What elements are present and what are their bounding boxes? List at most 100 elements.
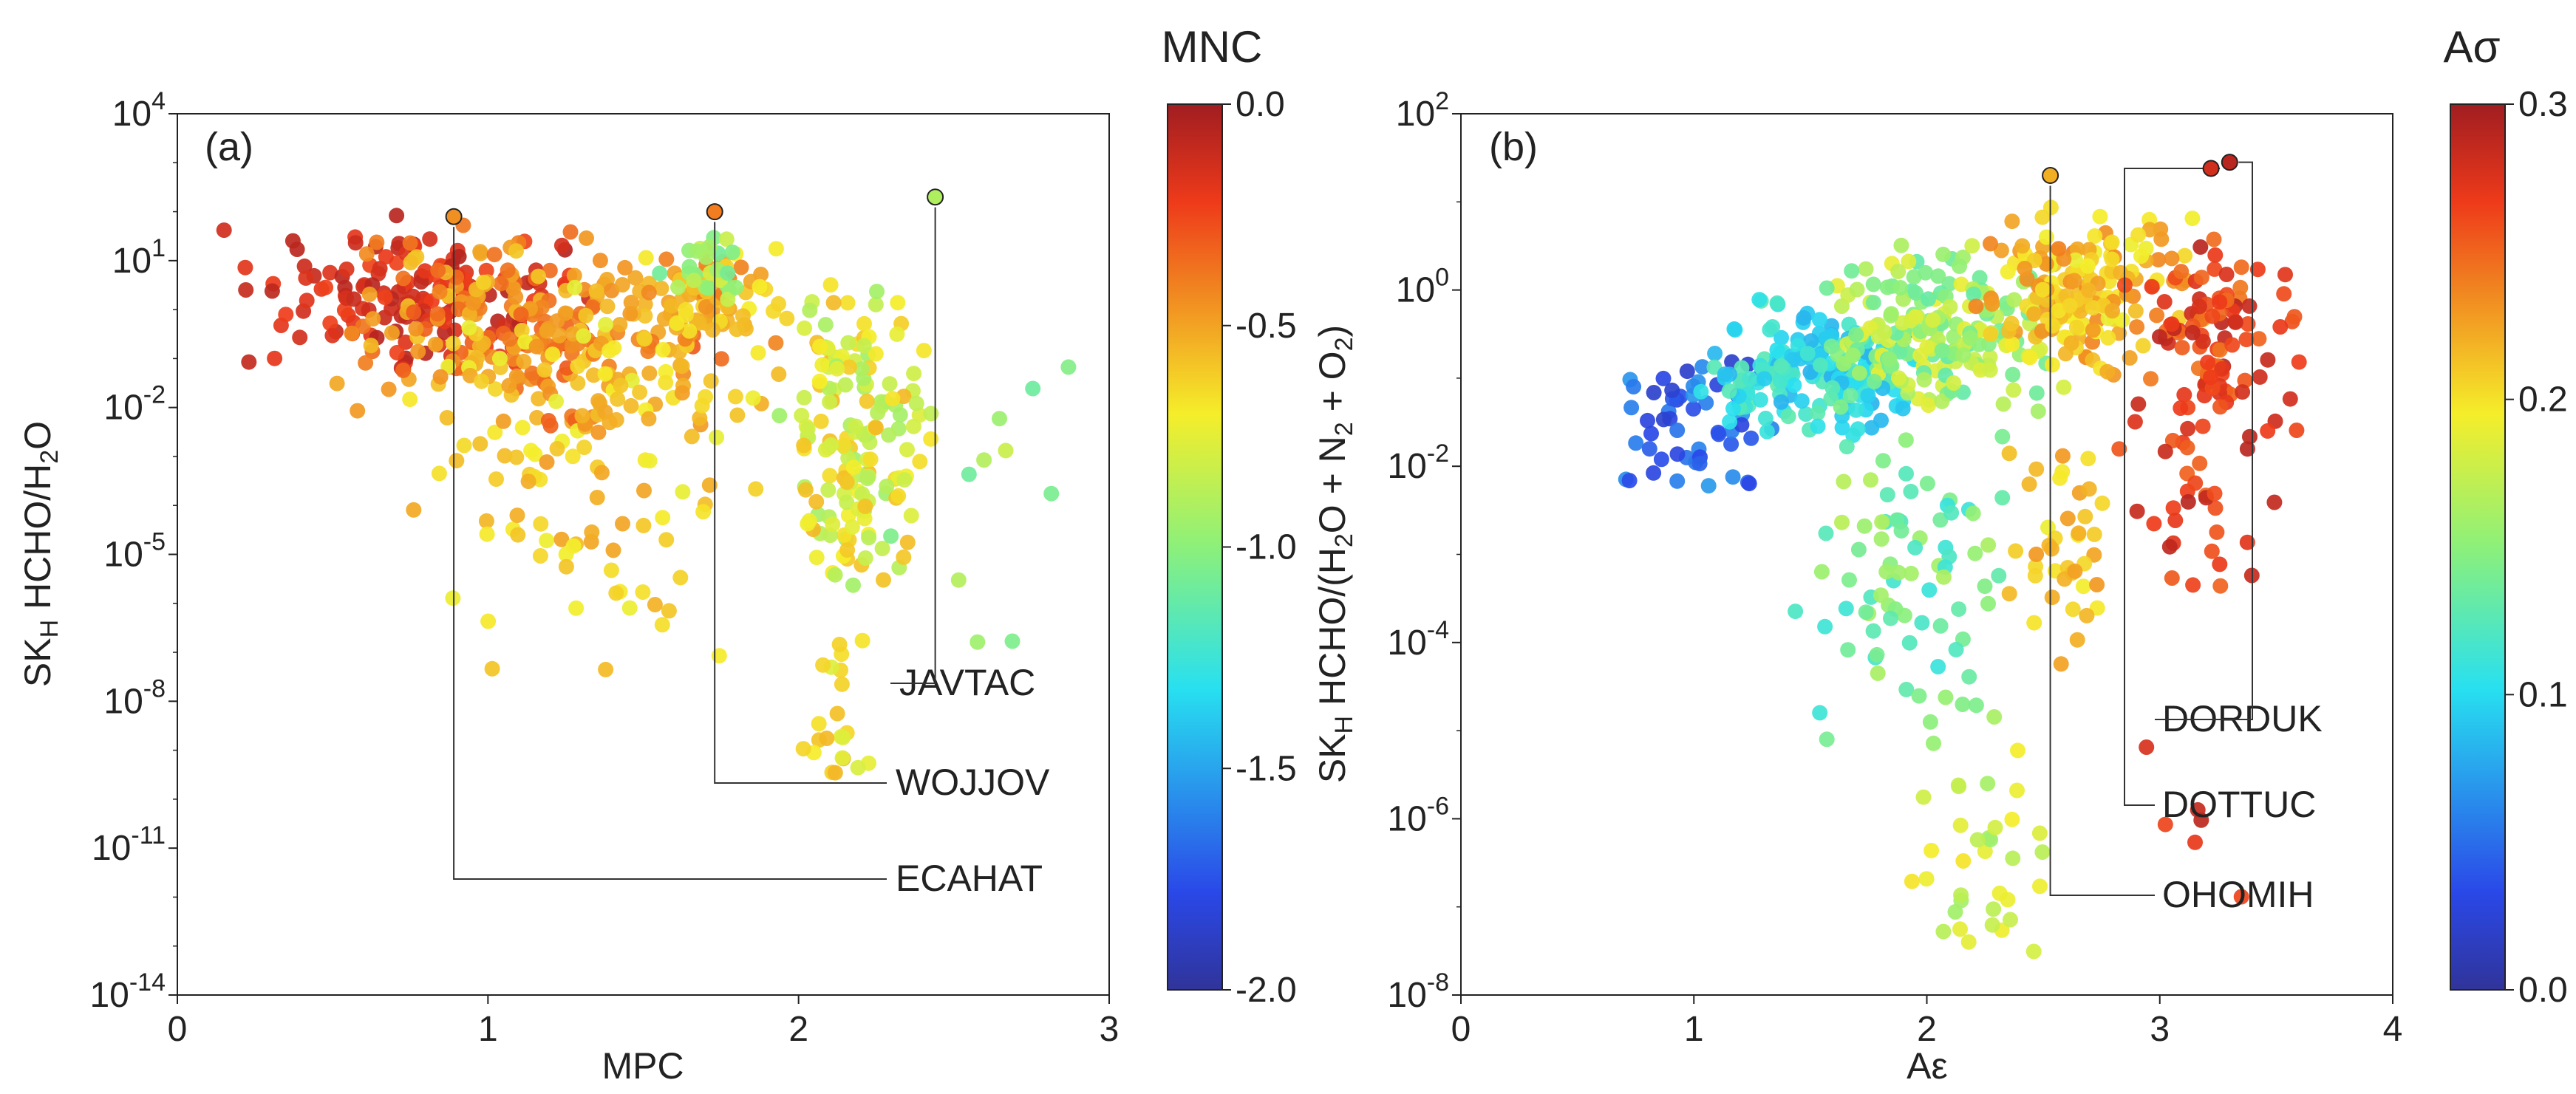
scatter-point <box>2212 294 2228 310</box>
scatter-point <box>692 410 708 426</box>
scatter-point <box>1915 789 1932 805</box>
scatter-point <box>844 519 860 536</box>
scatter-point <box>1883 610 1898 626</box>
scatter-point <box>839 474 855 490</box>
annotation-leader-line <box>2124 167 2221 806</box>
scatter-point <box>1983 236 1998 252</box>
scatter-point <box>729 321 745 338</box>
scatter-point <box>2161 539 2178 555</box>
scatter-point <box>1901 253 1917 270</box>
scatter-point <box>870 405 886 421</box>
scatter-point <box>299 293 315 309</box>
scatter-point <box>1060 359 1077 375</box>
scatter-point <box>2010 742 2025 759</box>
scatter-point <box>539 454 555 470</box>
scatter-point <box>695 504 712 520</box>
scatter-point <box>1834 514 1850 530</box>
scatter-point <box>825 516 841 533</box>
scatter-point <box>1946 375 1962 391</box>
scatter-point <box>1960 934 1977 950</box>
scatter-point <box>825 295 842 311</box>
y-tick-label: 10-14 <box>89 968 166 1015</box>
scatter-point <box>674 358 690 375</box>
scatter-point <box>1741 476 1757 492</box>
scatter-point <box>1932 618 1949 634</box>
scatter-point <box>1726 321 1742 337</box>
scatter-point <box>478 513 494 529</box>
scatter-point <box>289 242 305 257</box>
panel-b-colorbar: 0.3 0.2 0.1 0.0 Aσ <box>2443 22 2567 1010</box>
scatter-point <box>445 590 461 606</box>
scatter-point <box>837 377 853 393</box>
scatter-point <box>408 321 424 337</box>
scatter-point <box>839 542 856 558</box>
scatter-point <box>2251 331 2267 347</box>
scatter-point <box>827 567 843 583</box>
scatter-point <box>1819 731 1835 748</box>
scatter-point <box>432 369 449 385</box>
scatter-point <box>1839 439 1855 455</box>
scatter-point <box>563 338 579 354</box>
scatter-point <box>1796 310 1812 326</box>
scatter-point <box>703 373 719 389</box>
scatter-point <box>2260 352 2276 368</box>
scatter-point <box>1893 523 1909 539</box>
scatter-point <box>2031 825 2048 841</box>
scatter-point <box>2038 229 2054 245</box>
scatter-point <box>1907 539 1924 555</box>
scatter-point <box>2028 546 2045 562</box>
scatter-point <box>422 231 438 247</box>
x-tick-label: 1 <box>478 1010 498 1049</box>
scatter-point <box>2079 607 2095 623</box>
scatter-point <box>1646 385 1662 400</box>
scatter-point <box>1953 887 1969 903</box>
scatter-point <box>524 365 540 381</box>
scatter-point <box>2157 816 2173 833</box>
scatter-point <box>1983 326 1999 342</box>
scatter-point <box>800 516 816 532</box>
scatter-point <box>497 448 513 464</box>
scatter-point <box>2165 500 2181 516</box>
colorbar-tick-label: 0.1 <box>2518 675 2568 714</box>
scatter-point <box>2277 267 2293 283</box>
scatter-point <box>1734 417 1750 433</box>
scatter-point <box>1769 342 1785 358</box>
scatter-point <box>2001 445 2017 462</box>
scatter-point <box>2150 252 2167 268</box>
scatter-point <box>598 316 613 332</box>
scatter-point <box>1723 436 1740 452</box>
scatter-point <box>1914 615 1930 631</box>
scatter-point <box>1769 295 1785 311</box>
scatter-point <box>1646 465 1662 481</box>
scatter-point <box>1742 371 1758 386</box>
scatter-point <box>378 249 394 265</box>
scatter-point <box>796 389 812 406</box>
scatter-point <box>1865 295 1881 311</box>
scatter-point <box>752 278 768 295</box>
scatter-point <box>745 390 761 406</box>
scatter-point <box>859 393 875 409</box>
scatter-point <box>598 661 614 677</box>
scatter-point <box>2227 314 2243 330</box>
scatter-point <box>558 558 574 575</box>
colorbar-tick-label: -0.5 <box>1236 307 1297 346</box>
scatter-point <box>811 373 828 389</box>
scatter-point <box>480 613 497 629</box>
scatter-point <box>567 279 583 295</box>
scatter-point <box>641 284 657 301</box>
scatter-point <box>1653 451 1669 468</box>
scatter-point <box>1819 280 1835 296</box>
scatter-point <box>663 298 679 314</box>
scatter-point <box>1641 441 1657 457</box>
scatter-point <box>566 267 582 284</box>
x-tick-label: 0 <box>168 1010 188 1049</box>
scatter-point <box>2087 228 2103 244</box>
scatter-point <box>815 657 831 673</box>
scatter-point <box>1838 601 1854 617</box>
scatter-point <box>1986 901 2002 917</box>
scatter-point <box>589 490 605 505</box>
scatter-point <box>491 350 508 366</box>
scatter-point <box>597 366 613 382</box>
scatter-point <box>2025 943 2042 960</box>
scatter-point <box>2144 278 2160 295</box>
